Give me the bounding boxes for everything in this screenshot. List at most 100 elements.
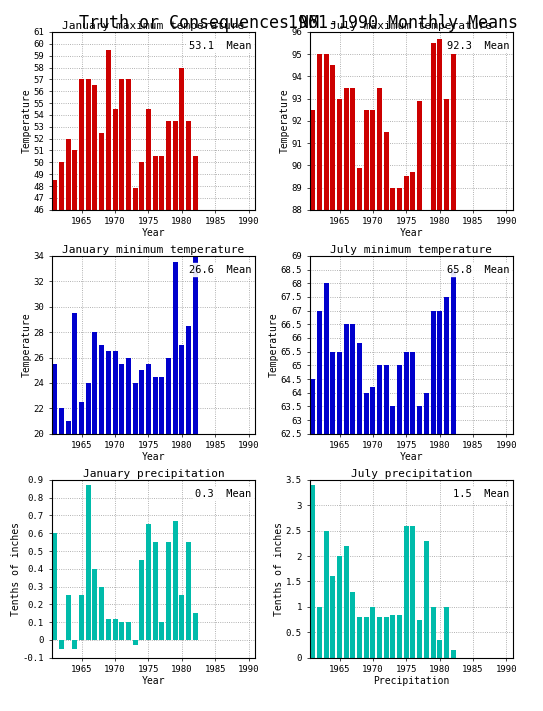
- Bar: [193, 156, 198, 210]
- Bar: [324, 530, 329, 658]
- Bar: [132, 188, 137, 210]
- Bar: [377, 365, 382, 434]
- Bar: [139, 370, 144, 434]
- Text: 53.1  Mean: 53.1 Mean: [188, 41, 251, 51]
- Bar: [397, 614, 402, 658]
- Bar: [390, 188, 395, 210]
- Bar: [424, 392, 429, 434]
- Bar: [451, 269, 456, 434]
- Bar: [112, 109, 117, 210]
- Bar: [53, 364, 58, 434]
- X-axis label: Year: Year: [142, 675, 165, 685]
- Bar: [377, 617, 382, 658]
- Bar: [417, 407, 422, 434]
- Bar: [179, 596, 184, 640]
- Bar: [159, 622, 164, 640]
- Bar: [397, 365, 402, 434]
- Bar: [364, 617, 369, 658]
- Bar: [186, 542, 191, 640]
- Text: 65.8  Mean: 65.8 Mean: [446, 264, 509, 275]
- Bar: [72, 151, 78, 210]
- Bar: [92, 332, 98, 434]
- Bar: [119, 80, 124, 210]
- Bar: [350, 87, 356, 210]
- Bar: [132, 383, 137, 434]
- Bar: [370, 607, 375, 658]
- Bar: [119, 364, 124, 434]
- Bar: [451, 54, 456, 210]
- Bar: [92, 85, 98, 210]
- Title: January minimum temperature: January minimum temperature: [62, 245, 244, 255]
- Bar: [404, 352, 409, 434]
- Bar: [384, 132, 389, 210]
- Bar: [99, 133, 104, 210]
- Bar: [153, 377, 157, 434]
- Bar: [66, 596, 71, 640]
- Bar: [364, 109, 369, 210]
- Y-axis label: Temperature: Temperature: [280, 89, 290, 153]
- Bar: [344, 324, 349, 434]
- Bar: [437, 38, 442, 210]
- Bar: [79, 596, 84, 640]
- Bar: [86, 80, 91, 210]
- Bar: [173, 262, 178, 434]
- Bar: [444, 607, 449, 658]
- Bar: [79, 80, 84, 210]
- Bar: [173, 520, 178, 640]
- Bar: [166, 121, 171, 210]
- Text: 1.5  Mean: 1.5 Mean: [453, 489, 509, 499]
- Bar: [159, 377, 164, 434]
- Bar: [311, 485, 315, 658]
- Bar: [397, 188, 402, 210]
- Bar: [139, 560, 144, 640]
- Bar: [384, 617, 389, 658]
- Y-axis label: Temperature: Temperature: [22, 89, 32, 153]
- Y-axis label: Tenths of inches: Tenths of inches: [274, 522, 285, 616]
- Text: 1961-1990 Monthly Means: 1961-1990 Monthly Means: [288, 14, 518, 32]
- Bar: [337, 99, 342, 210]
- Bar: [411, 525, 415, 658]
- Bar: [179, 345, 184, 434]
- Bar: [444, 297, 449, 434]
- Bar: [106, 351, 111, 434]
- Bar: [106, 50, 111, 210]
- Bar: [166, 542, 171, 640]
- Bar: [337, 556, 342, 658]
- Bar: [86, 485, 91, 640]
- Bar: [444, 99, 449, 210]
- Bar: [437, 311, 442, 434]
- Bar: [404, 525, 409, 658]
- Bar: [344, 546, 349, 658]
- Y-axis label: Temperature: Temperature: [269, 313, 279, 377]
- Bar: [431, 43, 435, 210]
- Bar: [99, 345, 104, 434]
- Y-axis label: Temperature: Temperature: [22, 313, 32, 377]
- Bar: [384, 365, 389, 434]
- Bar: [370, 109, 375, 210]
- Bar: [72, 640, 78, 648]
- Y-axis label: Tenths of inches: Tenths of inches: [11, 522, 21, 616]
- Bar: [411, 352, 415, 434]
- Bar: [390, 407, 395, 434]
- Bar: [173, 121, 178, 210]
- Bar: [437, 640, 442, 658]
- Bar: [153, 156, 157, 210]
- Bar: [92, 569, 98, 640]
- Bar: [86, 383, 91, 434]
- Bar: [317, 54, 322, 210]
- Bar: [59, 408, 64, 434]
- Bar: [344, 87, 349, 210]
- Text: 0.3  Mean: 0.3 Mean: [195, 489, 251, 499]
- Bar: [377, 87, 382, 210]
- Bar: [79, 402, 84, 434]
- Bar: [330, 65, 336, 210]
- X-axis label: Precipitation: Precipitation: [373, 675, 450, 685]
- X-axis label: Year: Year: [142, 228, 165, 237]
- X-axis label: Year: Year: [142, 451, 165, 461]
- Bar: [324, 54, 329, 210]
- Bar: [337, 352, 342, 434]
- Bar: [424, 541, 429, 658]
- Bar: [350, 592, 356, 658]
- Bar: [53, 533, 58, 640]
- Bar: [66, 139, 71, 210]
